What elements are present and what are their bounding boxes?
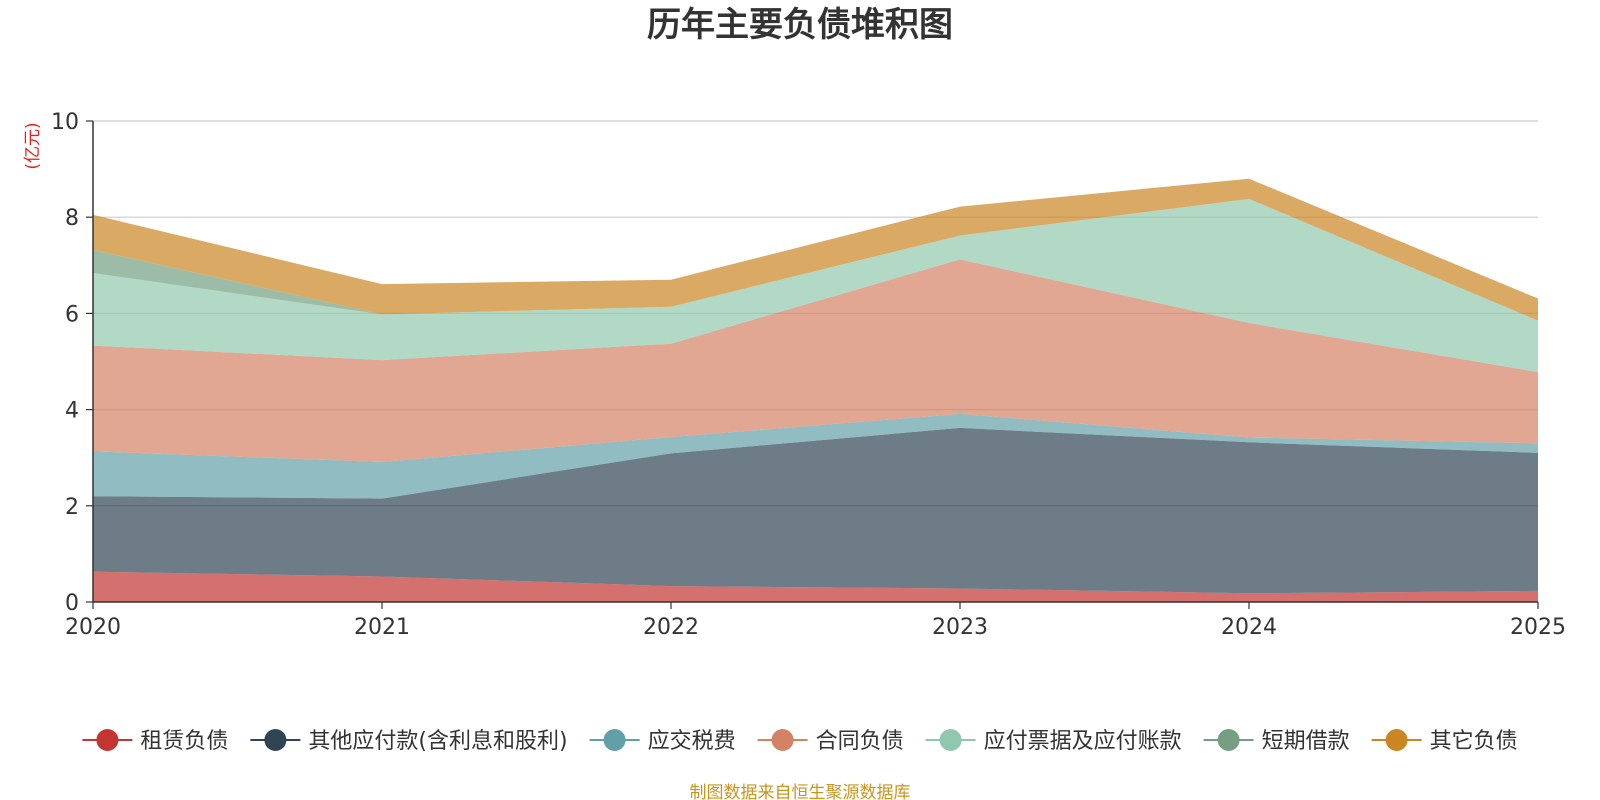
legend-item-5[interactable]: 短期借款	[1203, 729, 1350, 754]
legend-marker	[264, 729, 287, 751]
legend-marker	[603, 729, 626, 751]
x-tick-label: 2025	[1510, 615, 1566, 640]
area-layer	[93, 178, 1538, 602]
area-series-0	[93, 571, 1538, 602]
legend-item-0[interactable]: 租赁负债	[82, 729, 228, 754]
y-tick-label: 0	[65, 591, 79, 616]
legend-marker	[1217, 729, 1240, 751]
y-tick-label: 4	[65, 399, 79, 424]
legend-marker	[1385, 729, 1408, 751]
legend-item-2[interactable]: 应交税费	[589, 729, 736, 754]
area-series-1	[93, 427, 1538, 594]
legend-item-3[interactable]: 合同负债	[757, 729, 904, 754]
chart-title: 历年主要负债堆积图	[647, 5, 953, 45]
area-series-3	[93, 259, 1538, 462]
legend-item-6[interactable]: 其它负债	[1371, 729, 1518, 754]
x-tick-label: 2023	[932, 615, 988, 640]
legend: 租赁负债 其他应付款(含利息和股利) 应交税费 合同负债 应付票据及应付账款 短期借款 其它…	[82, 729, 1518, 754]
legend-label: 其他应付款(含利息和股利)	[308, 729, 567, 754]
x-tick-label: 2024	[1221, 615, 1277, 640]
y-unit-label: (亿元)	[23, 122, 43, 169]
legend-marker	[939, 729, 962, 751]
area-series-2	[93, 413, 1538, 499]
area-series-6	[93, 178, 1538, 321]
legend-label: 合同负债	[816, 729, 904, 754]
x-tick-label: 2020	[65, 615, 121, 640]
axis-layer: 0 2 4 6 8 10 2020 2021 2022 2023 2024 2025	[51, 110, 1566, 640]
legend-item-4[interactable]: 应付票据及应付账款	[925, 729, 1182, 754]
legend-item-1[interactable]: 其他应付款(含利息和股利)	[250, 729, 568, 754]
legend-label: 租赁负债	[140, 729, 228, 754]
source-note: 制图数据来自恒生聚源数据库	[690, 783, 911, 800]
legend-label: 应交税费	[648, 729, 736, 754]
y-tick-label: 10	[51, 110, 79, 135]
legend-label: 短期借款	[1262, 729, 1350, 754]
y-tick-label: 8	[65, 206, 79, 231]
y-tick-label: 2	[65, 495, 79, 520]
legend-label: 应付票据及应付账款	[984, 729, 1182, 754]
legend-marker	[96, 729, 119, 751]
legend-marker	[771, 729, 794, 751]
legend-label: 其它负债	[1430, 729, 1518, 754]
x-tick-label: 2021	[354, 615, 410, 640]
area-series-4	[93, 198, 1538, 373]
y-tick-label: 6	[65, 302, 79, 327]
x-tick-label: 2022	[643, 615, 699, 640]
